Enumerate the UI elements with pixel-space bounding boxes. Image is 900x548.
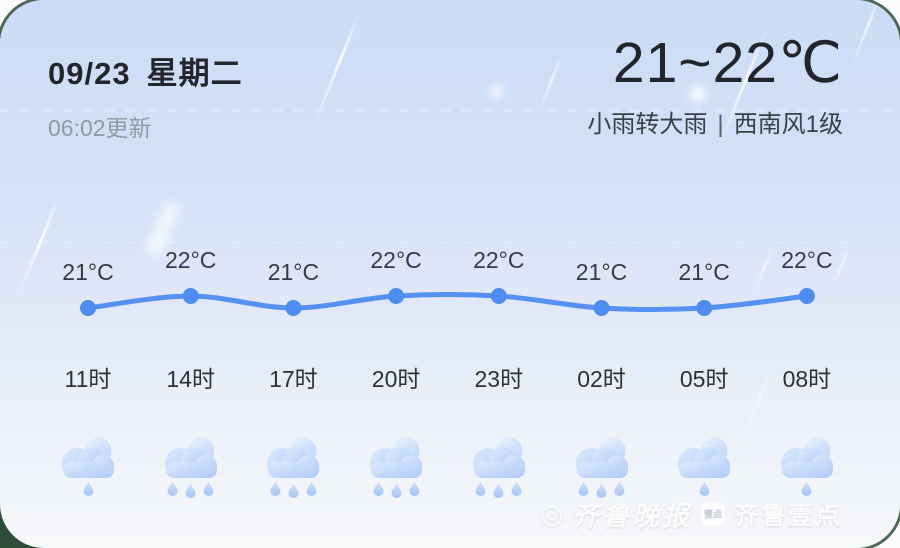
rain-drop-icon	[203, 482, 214, 496]
rain-cloud-icon	[62, 437, 114, 478]
temperature-line-chart: 21°C 22°C 21°C 22°C 22°C 21°C 21°C 22°C	[62, 247, 833, 316]
date-label: 09/23	[48, 56, 131, 91]
hour-label: 23时	[474, 366, 524, 392]
temperature-point-label: 21°C	[62, 259, 113, 285]
data-point-dot	[388, 288, 405, 304]
rain-cloud-icon	[780, 437, 833, 478]
weather-icons-row	[0, 436, 900, 516]
rain-drop-icon	[167, 482, 178, 496]
condition-label: 小雨转大雨	[587, 111, 708, 138]
rain-streak	[753, 247, 774, 293]
rain-cloud-icon	[370, 437, 423, 478]
hour-label: 14时	[166, 366, 215, 392]
wind-label: 西南风1级	[733, 111, 843, 138]
summary-block: 21~22℃ 小雨转大雨 | 西南风1级	[587, 30, 843, 139]
rain-streak	[313, 9, 362, 125]
dash-texture-row	[0, 241, 900, 244]
rain-drop-icon	[578, 482, 589, 496]
rain-drops	[270, 482, 317, 498]
hour-label: 05时	[679, 366, 729, 392]
rain-drops	[801, 482, 812, 496]
rain-drop-icon	[409, 482, 420, 496]
rain-cloud-icon	[575, 437, 628, 478]
date-row: 09/23 星期二	[48, 48, 243, 93]
update-time-label: 06:02更新	[48, 115, 152, 141]
weekday-label: 星期二	[146, 56, 243, 91]
rain-streak	[831, 245, 852, 287]
data-point-dot	[490, 288, 507, 304]
rain-cloud-icon	[267, 437, 320, 478]
temperature-line	[85, 292, 810, 312]
data-point-dot	[593, 300, 610, 316]
rain-drop-icon	[391, 484, 402, 498]
rain-drop-icon	[493, 484, 504, 498]
rain-drop-icon	[614, 482, 625, 496]
rain-cloud-icon	[472, 437, 525, 478]
rain-drops	[475, 482, 522, 498]
rain-drop-icon	[185, 484, 196, 498]
temperature-point-label: 22°C	[473, 247, 524, 273]
rain-drop-icon	[475, 482, 486, 496]
data-point-dot	[285, 300, 302, 316]
weather-icon-cell	[652, 436, 756, 496]
temperature-point-label: 21°C	[576, 259, 627, 285]
hour-label: 08时	[782, 366, 832, 392]
date-block: 09/23 星期二 06:02更新	[48, 48, 243, 143]
temperature-point-label: 22°C	[165, 247, 216, 273]
hour-label: 17时	[269, 366, 318, 392]
rain-drop-icon	[511, 482, 522, 496]
watermark-publisher-label: 齐鲁晚报	[571, 501, 692, 532]
weather-icon-cell	[344, 436, 448, 498]
weather-icon-cell	[755, 436, 859, 496]
rain-drop-icon	[373, 482, 384, 496]
weather-icon-cell	[36, 436, 140, 496]
rain-streak	[144, 199, 182, 259]
temperature-range-label: 21~22℃	[612, 31, 843, 95]
hour-label: 11时	[64, 366, 112, 392]
rain-streak	[18, 195, 61, 294]
data-point-dot	[696, 300, 713, 316]
rain-drops	[699, 482, 710, 496]
rain-blob	[490, 84, 504, 98]
watermark-brand-label: 齐鲁壹点	[733, 501, 842, 530]
rain-drop-icon	[83, 482, 93, 496]
condition-row: 小雨转大雨 | 西南风1级	[587, 104, 843, 139]
rain-drop-icon	[270, 482, 281, 496]
rain-drop-icon	[801, 482, 812, 496]
weather-icon-cell	[550, 436, 654, 498]
rain-streak	[849, 0, 886, 70]
temperature-point-label: 21°C	[268, 259, 319, 285]
rain-drop-icon	[596, 484, 607, 498]
temperature-point-label: 22°C	[781, 247, 832, 273]
separator: |	[717, 111, 724, 138]
rain-drops	[578, 482, 625, 498]
rain-drop-icon	[288, 484, 299, 498]
data-point-dot	[798, 288, 815, 304]
rain-drop-icon	[306, 482, 317, 496]
rain-blob	[690, 86, 706, 102]
rain-drops	[167, 482, 214, 498]
rain-drops	[83, 482, 94, 496]
temperature-point-label: 22°C	[370, 247, 421, 273]
rain-drop-icon	[699, 482, 710, 496]
data-point-dot	[182, 288, 199, 304]
hour-labels-row: 11时 14时 17时 20时 23时 02时 05时 08时	[0, 360, 900, 394]
watermark: ◎ 齐鲁晚报 壹点 齐鲁壹点	[540, 494, 842, 533]
temperature-point-label: 21°C	[679, 259, 730, 285]
weather-icon-cell	[139, 436, 243, 498]
weather-icon-cell	[447, 436, 551, 498]
rain-cloud-icon	[164, 437, 217, 478]
rain-drops	[373, 482, 420, 498]
rain-streak	[537, 53, 564, 113]
data-point-dot	[80, 300, 96, 316]
yidian-app-badge-icon: 壹点	[700, 501, 725, 526]
weather-icon-cell	[241, 436, 345, 498]
rain-cloud-icon	[678, 437, 731, 478]
qilu-evening-news-logo-icon: ◎	[540, 498, 563, 529]
hour-label: 02时	[577, 366, 626, 392]
hour-label: 20时	[371, 366, 421, 392]
dash-texture-row	[0, 109, 900, 112]
